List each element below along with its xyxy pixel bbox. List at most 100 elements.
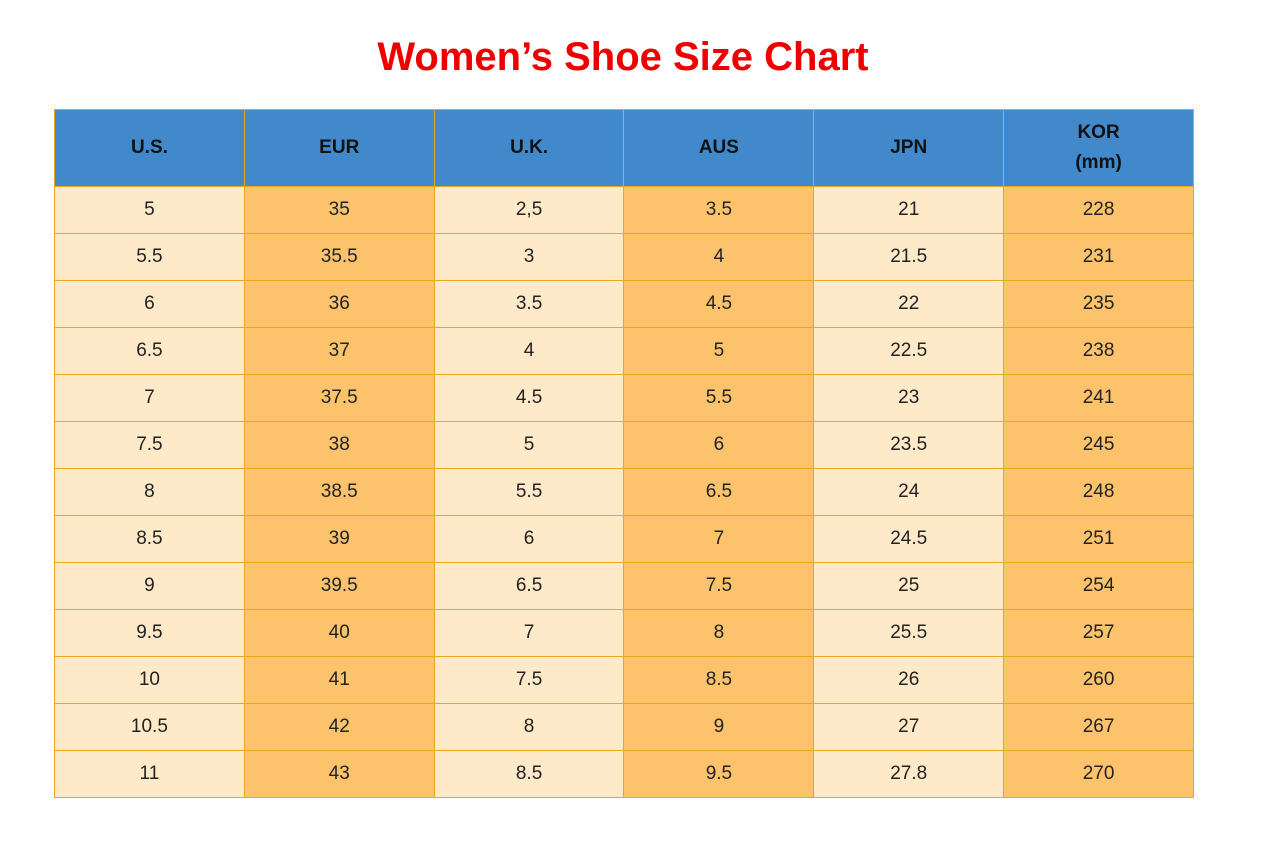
table-cell: 6 <box>54 280 245 328</box>
table-cell: 11 <box>54 750 245 798</box>
table-cell: 3.5 <box>623 186 815 234</box>
table-cell: 6.5 <box>433 562 625 610</box>
table-cell: 7.5 <box>54 421 245 469</box>
table-cell: 2,5 <box>433 186 625 234</box>
table-cell: 8 <box>433 703 625 751</box>
table-row: 6.5 37 4 5 22.5 238 <box>54 327 1194 375</box>
table-cell: 43 <box>243 750 435 798</box>
table-cell: 251 <box>1003 515 1194 563</box>
column-header: AUS <box>623 109 815 187</box>
table-cell: 10.5 <box>54 703 245 751</box>
size-table: U.S. EUR U.K. AUS JPN KOR (mm) 5 35 2,5 3.5 21 228… <box>54 109 1194 798</box>
table-row: 6 36 3.5 4.5 22 235 <box>54 280 1194 328</box>
table-cell: 241 <box>1003 374 1194 422</box>
table-row: 5 35 2,5 3.5 21 228 <box>54 186 1194 234</box>
table-cell: 9 <box>54 562 245 610</box>
table-cell: 5.5 <box>623 374 815 422</box>
table-cell: 6 <box>433 515 625 563</box>
table-cell: 35.5 <box>243 233 435 281</box>
table-cell: 228 <box>1003 186 1194 234</box>
table-row: 10 41 7.5 8.5 26 260 <box>54 656 1194 704</box>
table-cell: 6.5 <box>54 327 245 375</box>
table-cell: 22 <box>813 280 1005 328</box>
table-cell: 36 <box>243 280 435 328</box>
table-cell: 8 <box>623 609 815 657</box>
table-cell: 238 <box>1003 327 1194 375</box>
table-row: 11 43 8.5 9.5 27.8 270 <box>54 750 1194 798</box>
table-row: 7.5 38 5 6 23.5 245 <box>54 421 1194 469</box>
table-cell: 248 <box>1003 468 1194 516</box>
table-cell: 5.5 <box>433 468 625 516</box>
table-cell: 38.5 <box>243 468 435 516</box>
table-cell: 7.5 <box>623 562 815 610</box>
table-cell: 7 <box>433 609 625 657</box>
table-cell: 9.5 <box>54 609 245 657</box>
table-cell: 38 <box>243 421 435 469</box>
table-cell: 39 <box>243 515 435 563</box>
table-cell: 254 <box>1003 562 1194 610</box>
table-cell: 3 <box>433 233 625 281</box>
table-cell: 25 <box>813 562 1005 610</box>
table-cell: 37.5 <box>243 374 435 422</box>
table-cell: 39.5 <box>243 562 435 610</box>
table-cell: 4.5 <box>433 374 625 422</box>
table-cell: 267 <box>1003 703 1194 751</box>
table-cell: 7 <box>54 374 245 422</box>
table-cell: 41 <box>243 656 435 704</box>
table-cell: 8.5 <box>54 515 245 563</box>
table-cell: 22.5 <box>813 327 1005 375</box>
table-cell: 260 <box>1003 656 1194 704</box>
table-cell: 21 <box>813 186 1005 234</box>
table-cell: 24 <box>813 468 1005 516</box>
table-cell: 4 <box>623 233 815 281</box>
table-cell: 6.5 <box>623 468 815 516</box>
table-cell: 235 <box>1003 280 1194 328</box>
table-cell: 25.5 <box>813 609 1005 657</box>
table-cell: 26 <box>813 656 1005 704</box>
table-cell: 9 <box>623 703 815 751</box>
table-cell: 7 <box>623 515 815 563</box>
table-cell: 23 <box>813 374 1005 422</box>
table-cell: 5.5 <box>54 233 245 281</box>
table-cell: 27.8 <box>813 750 1005 798</box>
table-row: 9.5 40 7 8 25.5 257 <box>54 609 1194 657</box>
table-cell: 40 <box>243 609 435 657</box>
table-cell: 10 <box>54 656 245 704</box>
table-cell: 42 <box>243 703 435 751</box>
table-row: 9 39.5 6.5 7.5 25 254 <box>54 562 1194 610</box>
table-cell: 5 <box>54 186 245 234</box>
table-cell: 24.5 <box>813 515 1005 563</box>
table-cell: 5 <box>623 327 815 375</box>
table-cell: 37 <box>243 327 435 375</box>
table-cell: 245 <box>1003 421 1194 469</box>
table-cell: 9.5 <box>623 750 815 798</box>
table-cell: 4.5 <box>623 280 815 328</box>
table-cell: 7.5 <box>433 656 625 704</box>
table-cell: 23.5 <box>813 421 1005 469</box>
table-body: 5 35 2,5 3.5 21 228 5.5 35.5 3 4 21.5 231 6 36 3.5 4.5 2… <box>54 186 1194 798</box>
table-cell: 8.5 <box>623 656 815 704</box>
table-cell: 5 <box>433 421 625 469</box>
table-cell: 21.5 <box>813 233 1005 281</box>
table-cell: 3.5 <box>433 280 625 328</box>
table-cell: 8.5 <box>433 750 625 798</box>
table-cell: 270 <box>1003 750 1194 798</box>
column-header: KOR (mm) <box>1003 109 1194 187</box>
header-row: U.S. EUR U.K. AUS JPN KOR (mm) <box>54 109 1194 187</box>
chart-title: Women’s Shoe Size Chart <box>377 35 869 79</box>
table-head: U.S. EUR U.K. AUS JPN KOR (mm) <box>54 109 1194 187</box>
table-cell: 4 <box>433 327 625 375</box>
column-header: U.K. <box>433 109 625 187</box>
column-header: EUR <box>243 109 435 187</box>
column-header: JPN <box>813 109 1005 187</box>
table-cell: 27 <box>813 703 1005 751</box>
table-cell: 8 <box>54 468 245 516</box>
table-cell: 6 <box>623 421 815 469</box>
column-header: U.S. <box>54 109 245 187</box>
table-row: 8 38.5 5.5 6.5 24 248 <box>54 468 1194 516</box>
table-cell: 231 <box>1003 233 1194 281</box>
table-row: 5.5 35.5 3 4 21.5 231 <box>54 233 1194 281</box>
table-cell: 35 <box>243 186 435 234</box>
table-row: 7 37.5 4.5 5.5 23 241 <box>54 374 1194 422</box>
